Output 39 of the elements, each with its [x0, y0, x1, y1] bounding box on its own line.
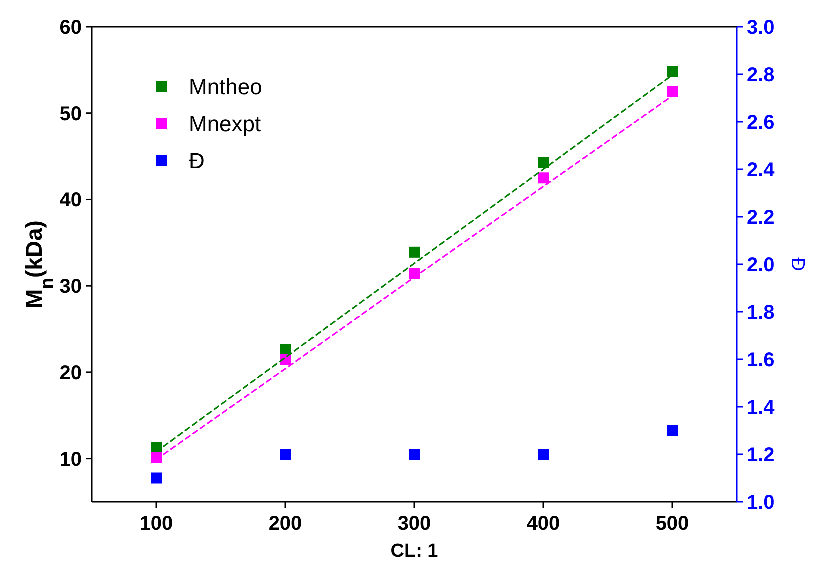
point — [151, 452, 162, 464]
y2-tick-label: 3.0 — [747, 17, 775, 39]
x-tick-label: 100 — [140, 513, 174, 535]
point — [409, 268, 420, 280]
y2-tick-label: 2.0 — [747, 254, 775, 276]
point — [151, 472, 162, 484]
y2-tick-label: 1.6 — [747, 350, 775, 372]
point — [409, 246, 420, 258]
y-tick-label: 10 — [60, 448, 82, 471]
y-tick-label: 50 — [60, 103, 82, 126]
point — [667, 86, 678, 98]
y-tick-label: 30 — [60, 276, 82, 298]
x-axis-title: CL: 1 — [390, 541, 439, 562]
x-tick-label: 300 — [398, 513, 432, 535]
point — [667, 425, 678, 436]
x-tick-label: 200 — [268, 513, 302, 535]
point — [538, 172, 549, 184]
y2-tick-label: 2.6 — [747, 112, 775, 134]
y2-tick-label: 2.2 — [747, 207, 775, 229]
legend-label: Mntheo — [189, 74, 262, 100]
point — [538, 157, 549, 168]
y2-tick-label: 1.2 — [747, 444, 775, 466]
point — [538, 449, 549, 460]
y2-tick-label: 1.4 — [747, 397, 776, 419]
y2-tick-label: 2.4 — [747, 160, 776, 182]
legend-label: Mnexpt — [189, 112, 262, 137]
y2-tick-label: 1.0 — [747, 492, 775, 514]
x-tick-label: 500 — [656, 513, 690, 535]
y2-tick-label: 1.8 — [747, 302, 775, 324]
x-tick-label: 400 — [526, 513, 560, 535]
y-tick-label: 60 — [60, 17, 82, 39]
point — [409, 449, 420, 460]
y-tick-label: 20 — [60, 362, 82, 384]
y2-tick-label: 2.8 — [747, 64, 775, 86]
y-tick-label: 40 — [60, 190, 82, 212]
y2-axis-title: Đ — [787, 258, 808, 272]
point — [280, 449, 291, 460]
legend-label: Đ — [189, 148, 205, 174]
point — [667, 66, 678, 78]
